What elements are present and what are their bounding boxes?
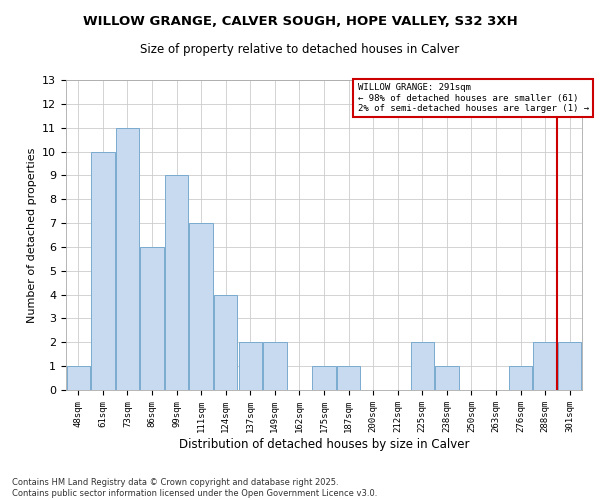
Bar: [140, 247, 164, 390]
Bar: [263, 342, 287, 390]
X-axis label: Distribution of detached houses by size in Calver: Distribution of detached houses by size …: [179, 438, 469, 450]
Bar: [165, 176, 188, 390]
Bar: [435, 366, 458, 390]
Bar: [214, 294, 238, 390]
Y-axis label: Number of detached properties: Number of detached properties: [26, 148, 37, 322]
Bar: [313, 366, 335, 390]
Bar: [190, 223, 213, 390]
Bar: [337, 366, 360, 390]
Bar: [67, 366, 90, 390]
Bar: [116, 128, 139, 390]
Text: WILLOW GRANGE: 291sqm
← 98% of detached houses are smaller (61)
2% of semi-detac: WILLOW GRANGE: 291sqm ← 98% of detached …: [358, 83, 589, 113]
Bar: [533, 342, 557, 390]
Bar: [410, 342, 434, 390]
Bar: [558, 342, 581, 390]
Text: Contains HM Land Registry data © Crown copyright and database right 2025.
Contai: Contains HM Land Registry data © Crown c…: [12, 478, 377, 498]
Bar: [239, 342, 262, 390]
Text: WILLOW GRANGE, CALVER SOUGH, HOPE VALLEY, S32 3XH: WILLOW GRANGE, CALVER SOUGH, HOPE VALLEY…: [83, 15, 517, 28]
Text: Size of property relative to detached houses in Calver: Size of property relative to detached ho…: [140, 42, 460, 56]
Bar: [91, 152, 115, 390]
Bar: [509, 366, 532, 390]
